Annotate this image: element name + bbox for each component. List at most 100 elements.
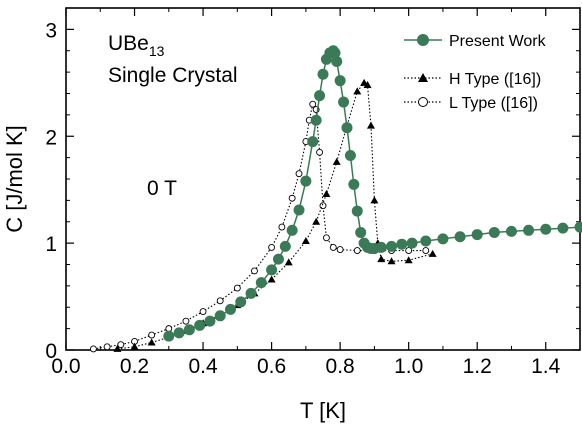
- legend-present-marker: [417, 34, 429, 46]
- h-type-point: [387, 257, 396, 265]
- l-type-point: [268, 243, 276, 251]
- compound-annotation: UBe13: [108, 32, 165, 59]
- present-work-point: [235, 296, 247, 308]
- x-tick-label: 0.4: [188, 355, 218, 378]
- present-work-point: [488, 226, 500, 238]
- x-tick-label: 1.0: [394, 355, 423, 378]
- present-work-point: [272, 253, 284, 265]
- present-work-point: [348, 178, 360, 190]
- l-type-point: [322, 234, 330, 242]
- present-work-point: [255, 277, 267, 289]
- h-type-point: [301, 236, 310, 244]
- x-tick-label: 0.8: [326, 355, 355, 378]
- l-type-point: [295, 170, 303, 178]
- legend-h-marker: [418, 73, 428, 82]
- present-work-point: [334, 75, 346, 87]
- h-type-point: [377, 255, 386, 263]
- h-type-point: [353, 87, 362, 95]
- axis-ticks: 0.0 0.2 0.4 0.6 0.8 1.0 1.2 1.4 0 1 2 3: [45, 8, 581, 378]
- l-type-point: [329, 243, 337, 251]
- l-type-point: [336, 246, 344, 253]
- legend: Present Work H Type ([16]) L Type ([16]): [404, 33, 547, 112]
- present-work-point: [406, 237, 418, 249]
- l-type-point: [182, 317, 190, 325]
- l-type-point: [233, 284, 241, 292]
- present-work-point: [286, 224, 298, 236]
- present-work-point: [437, 233, 449, 245]
- present-work-point: [574, 221, 582, 233]
- legend-h-label: H Type ([16]): [449, 71, 541, 88]
- present-work-point: [300, 175, 312, 187]
- x-tick-label: 1.2: [463, 355, 492, 378]
- present-work-point: [344, 149, 356, 161]
- present-work-point: [505, 225, 517, 237]
- h-type-point: [332, 157, 341, 165]
- compound-main: UBe: [108, 32, 149, 55]
- present-work-point: [279, 240, 291, 252]
- present-work-point: [314, 90, 326, 102]
- l-type-point: [216, 297, 224, 305]
- present-work-point: [173, 327, 185, 339]
- present-work-point: [355, 226, 367, 238]
- present-work-point: [341, 122, 353, 134]
- present-work-point: [224, 303, 236, 315]
- l-type-point: [353, 247, 361, 255]
- legend-present-label: Present Work: [449, 33, 547, 50]
- h-type-point: [147, 338, 156, 346]
- present-work-point: [396, 238, 408, 250]
- present-work-point: [163, 330, 175, 342]
- h-type-point: [113, 344, 122, 352]
- present-work-point: [307, 136, 319, 148]
- l-type-point: [148, 331, 156, 339]
- h-type-point: [322, 189, 331, 197]
- present-work-point: [194, 319, 206, 331]
- h-type-point: [404, 256, 413, 264]
- y-tick-label: 1: [45, 233, 57, 256]
- present-work-point: [375, 241, 387, 253]
- field-annotation: 0 T: [147, 177, 177, 200]
- l-type-point: [199, 308, 207, 315]
- present-work-point: [338, 96, 350, 108]
- h-type-point: [284, 258, 293, 266]
- present-work-point: [310, 114, 322, 126]
- h-type-line: [117, 82, 433, 350]
- h-type-point: [366, 121, 375, 129]
- x-tick-label: 0.6: [257, 355, 286, 378]
- y-tick-label: 3: [45, 19, 57, 42]
- present-work-point: [204, 315, 216, 327]
- present-work-point: [329, 47, 341, 59]
- sample-annotation: Single Crystal: [108, 64, 238, 87]
- present-work-point: [523, 224, 535, 236]
- present-work-point: [351, 205, 363, 217]
- h-type-point: [130, 342, 139, 350]
- present-work-point: [420, 235, 432, 247]
- h-type-point: [363, 80, 372, 88]
- l-type-point: [422, 247, 430, 255]
- l-type-point: [288, 194, 296, 202]
- l-type-point: [89, 345, 97, 353]
- present-work-point: [266, 264, 278, 276]
- present-work-point: [471, 229, 483, 241]
- l-type-line: [93, 102, 426, 350]
- legend-l-label: L Type ([16]): [449, 95, 538, 112]
- present-work-point: [386, 240, 398, 252]
- y-tick-label: 2: [45, 126, 57, 149]
- present-work-point: [183, 324, 195, 336]
- l-type-point: [405, 247, 413, 255]
- present-work-point: [331, 55, 343, 67]
- x-axis-label: T [K]: [300, 398, 346, 423]
- present-work-point: [454, 231, 466, 243]
- series-layer: [89, 45, 582, 353]
- y-axis-label: C [J/mol K]: [2, 125, 27, 233]
- compound-subscript: 13: [149, 43, 165, 59]
- present-work-point: [540, 223, 552, 235]
- h-type-point: [370, 196, 379, 204]
- l-type-point: [103, 343, 111, 351]
- h-type-point: [312, 217, 321, 225]
- l-type-point: [278, 223, 286, 231]
- x-tick-label: 1.4: [531, 355, 561, 378]
- y-tick-label: 0: [45, 340, 57, 363]
- present-work-point: [557, 222, 569, 234]
- legend-l-marker: [418, 97, 428, 107]
